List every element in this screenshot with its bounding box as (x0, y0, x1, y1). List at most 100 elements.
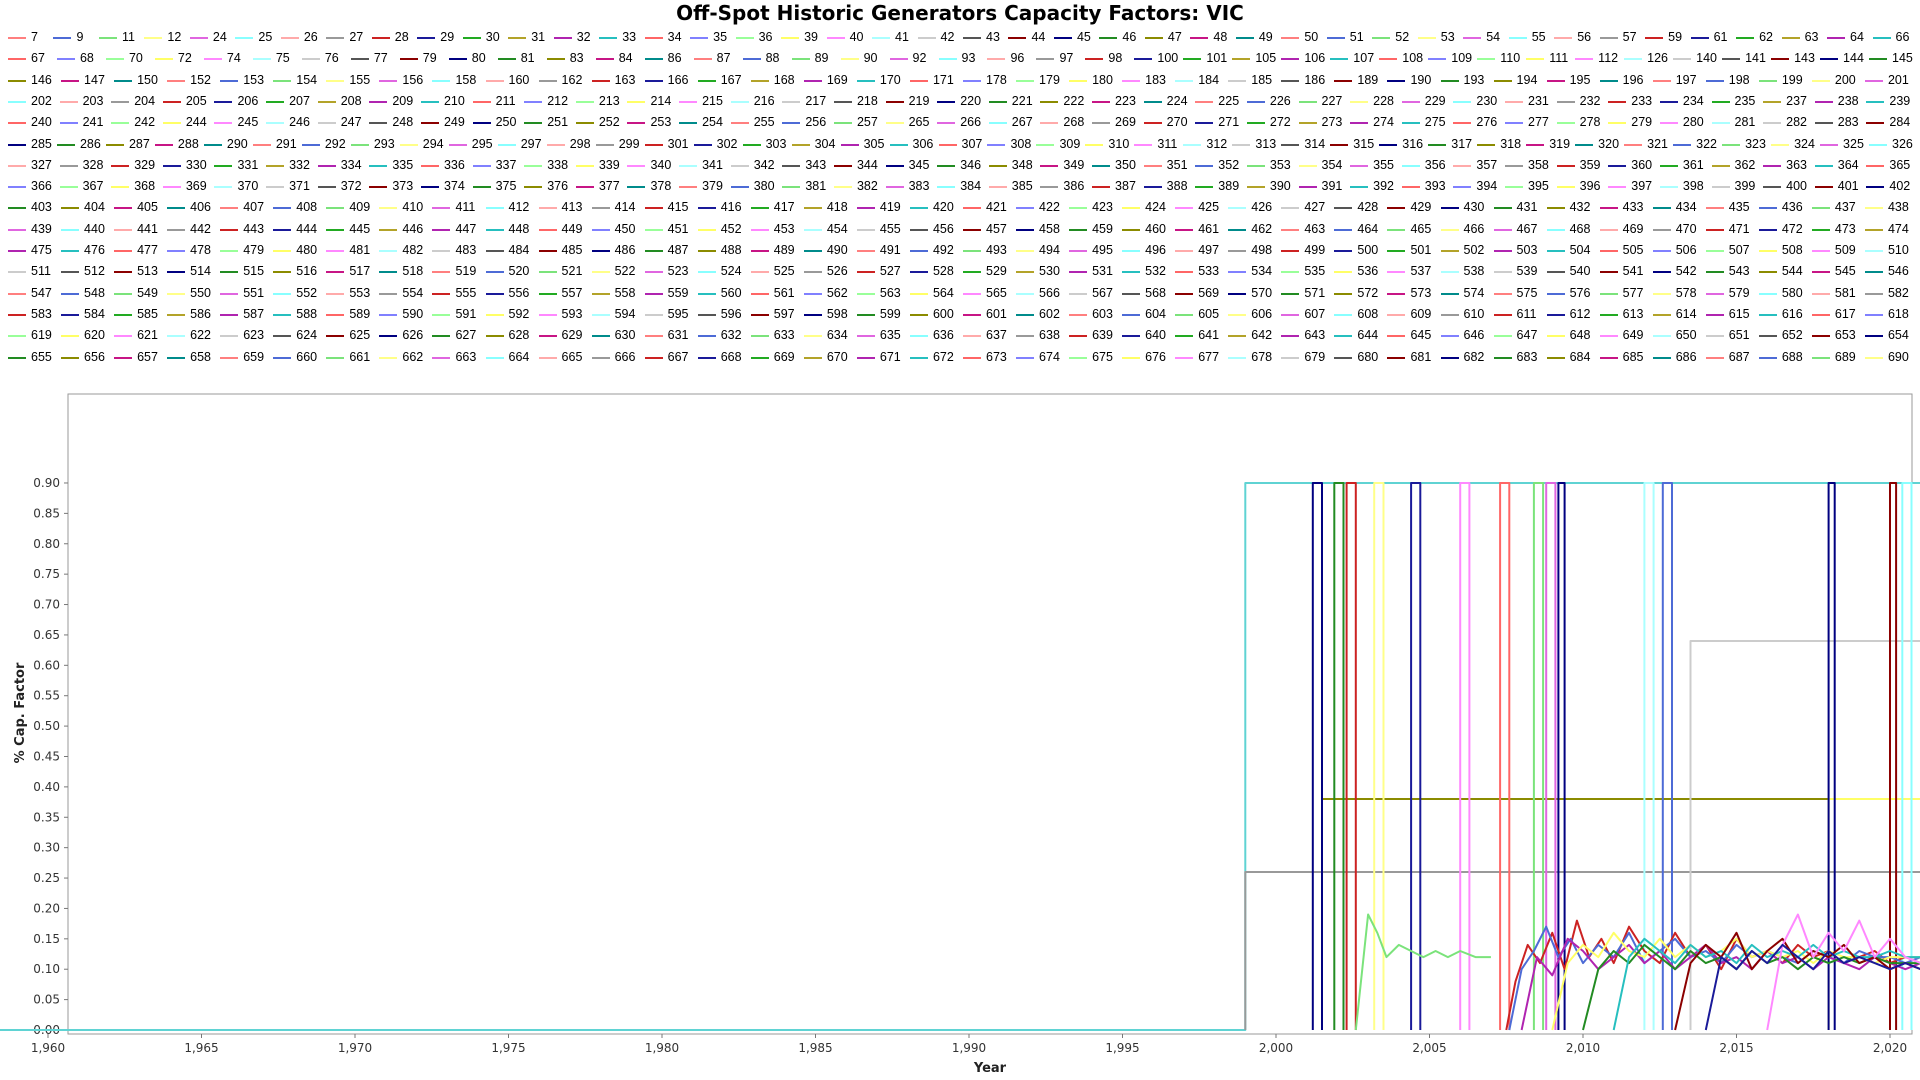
legend-label: 560 (720, 285, 742, 300)
legend-swatch (595, 58, 614, 61)
legend-swatch (1546, 79, 1565, 82)
legend-label: 430 (1463, 200, 1485, 215)
legend-label: 586 (190, 306, 212, 321)
legend-label: 511 (31, 264, 51, 279)
legend-label: 196 (1622, 72, 1644, 87)
legend-label: 391 (1321, 179, 1343, 194)
legend-swatch (1556, 186, 1575, 189)
legend-swatch (1143, 186, 1162, 189)
legend-swatch (1652, 292, 1671, 295)
legend-label: 335 (392, 157, 414, 172)
legend-label: 593 (561, 306, 583, 321)
legend-swatch (1195, 164, 1214, 167)
legend-swatch (1040, 186, 1059, 189)
series-line (1827, 482, 1836, 1030)
legend-swatch (1599, 292, 1618, 295)
legend-swatch (379, 228, 398, 231)
legend-swatch (379, 335, 398, 338)
legend-label: 199 (1781, 72, 1803, 87)
legend-swatch (1864, 313, 1883, 316)
legend-swatch (1122, 250, 1141, 252)
legend-label: 24 (212, 30, 227, 44)
legend-label: 373 (392, 179, 414, 194)
legend-label: 354 (1321, 157, 1343, 172)
legend-label: 607 (1304, 306, 1326, 321)
legend-label: 268 (1063, 115, 1085, 130)
legend-swatch (1069, 250, 1088, 252)
legend-label: 287 (128, 136, 150, 151)
legend-label: 620 (84, 328, 105, 343)
legend-label: 83 (569, 51, 584, 66)
y-tick-label: 0.40 (33, 780, 60, 794)
legend-label: 162 (561, 72, 583, 87)
legend-swatch (782, 186, 801, 189)
x-axis: 1,9251,9301,9351,9401,9451,9501,9551,960… (31, 1034, 1907, 1055)
y-tick-label: 0.55 (33, 689, 60, 703)
legend-label: 55 (1531, 30, 1546, 44)
legend-label: 215 (702, 93, 723, 108)
legend-swatch (1711, 100, 1730, 103)
legend-swatch (1122, 313, 1141, 316)
legend-label: 406 (190, 200, 212, 215)
legend-label: 75 (275, 51, 290, 66)
legend-label: 403 (31, 200, 52, 215)
legend-swatch (524, 164, 543, 167)
legend-swatch (697, 228, 716, 231)
legend-swatch (8, 186, 26, 189)
legend-swatch (1440, 207, 1459, 210)
legend-label: 435 (1728, 200, 1750, 215)
legend-swatch (1232, 58, 1251, 61)
legend-label: 204 (134, 93, 156, 108)
legend-swatch (399, 143, 418, 146)
legend-swatch (1811, 250, 1830, 252)
legend-label: 110 (1500, 51, 1521, 66)
legend-swatch (1599, 228, 1618, 231)
legend-label: 544 (1781, 264, 1803, 279)
legend-swatch (1652, 207, 1671, 210)
legend-swatch (1624, 143, 1643, 146)
legend-label: 442 (190, 221, 212, 236)
legend-label: 372 (340, 179, 362, 194)
series-line (1410, 482, 1422, 1030)
legend-swatch (627, 100, 646, 103)
legend-swatch (742, 143, 761, 146)
legend-swatch (803, 313, 822, 316)
legend-label: 484 (508, 243, 530, 257)
legend-label: 179 (1039, 72, 1060, 87)
legend-swatch (1652, 228, 1671, 231)
legend-swatch (750, 313, 769, 316)
legend-label: 342 (753, 157, 775, 172)
legend-label: 316 (1402, 136, 1424, 151)
legend-label: 633 (773, 328, 795, 343)
legend-label: 109 (1451, 51, 1473, 66)
legend-label: 644 (1357, 328, 1379, 343)
legend-swatch (1599, 313, 1618, 316)
legend-label: 283 (1837, 115, 1859, 130)
legend-swatch (144, 37, 163, 39)
legend-swatch (1705, 207, 1724, 210)
legend-swatch (485, 228, 504, 231)
legend-label: 92 (912, 51, 927, 66)
legend-label: 72 (177, 51, 192, 66)
legend-label: 334 (340, 157, 362, 172)
legend-label: 214 (650, 93, 672, 108)
legend-label: 603 (1092, 306, 1113, 321)
legend-label: 337 (495, 157, 517, 172)
legend-swatch (1175, 271, 1194, 274)
legend-label: 514 (190, 264, 212, 279)
legend-label: 476 (84, 243, 105, 257)
legend-swatch (885, 100, 904, 103)
legend-label: 228 (1373, 93, 1395, 108)
legend-swatch (350, 143, 369, 146)
legend-label: 310 (1108, 136, 1130, 151)
legend-label: 571 (1304, 285, 1326, 300)
legend-swatch (963, 37, 981, 39)
legend-label: 7 (31, 30, 38, 44)
legend-label: 96 (1010, 51, 1025, 66)
legend-swatch (167, 250, 186, 252)
legend-label: 209 (392, 93, 414, 108)
series-layer (0, 482, 1920, 1031)
legend-label: 231 (1528, 93, 1549, 108)
legend-label: 168 (773, 72, 795, 87)
legend-swatch (167, 292, 186, 295)
